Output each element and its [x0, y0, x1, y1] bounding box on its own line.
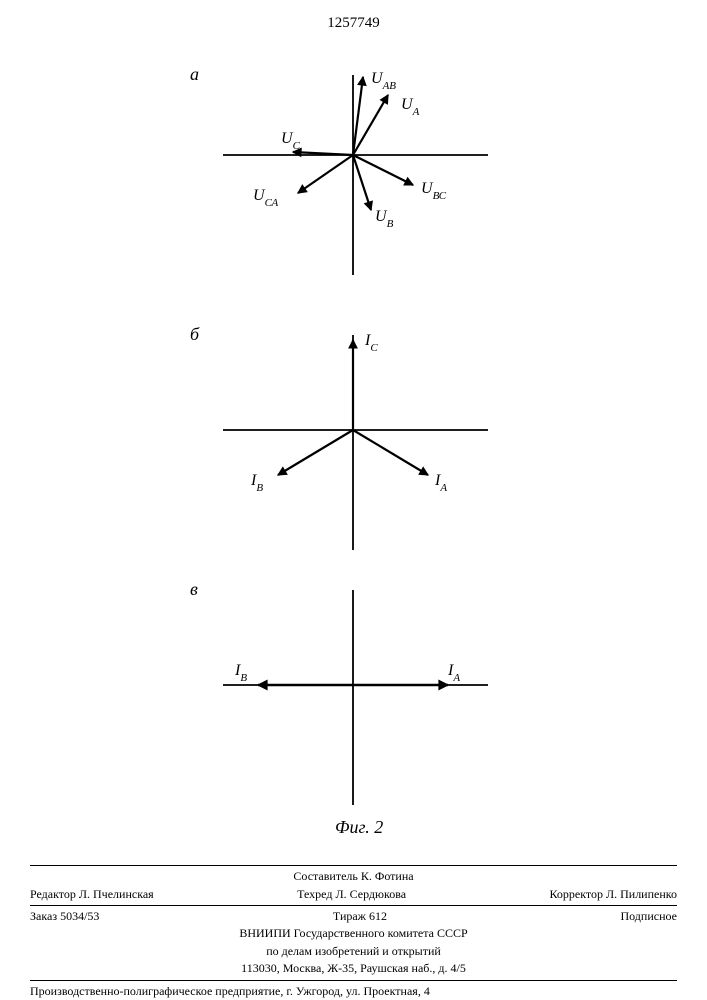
svg-text:IА: IА [434, 472, 447, 494]
svg-text:а: а [190, 64, 199, 84]
svg-text:IВ: IВ [234, 662, 247, 684]
svg-text:IА: IА [447, 662, 460, 684]
svg-text:UАВ: UАВ [371, 70, 396, 92]
circ-number: 612 [369, 909, 387, 923]
compiler-label: Составитель [293, 869, 357, 883]
techred-label: Техред [297, 887, 332, 901]
svg-text:UСА: UСА [253, 187, 278, 209]
publication-info: Составитель К. Фотина Редактор Л. Пчелин… [30, 863, 677, 1000]
svg-text:UВ: UВ [375, 208, 394, 230]
diagram-svg: UАВUА UВС UВ UСА UС а IС IА IВ б IА IВ в Фиг. 2 [0, 35, 707, 835]
org-line-1: ВНИИПИ Государственного комитета СССР [30, 925, 677, 942]
svg-text:UС: UС [281, 130, 301, 152]
subscription: Подписное [620, 908, 677, 925]
editor-name: Л. Пчелинская [79, 887, 154, 901]
svg-text:б: б [190, 324, 200, 344]
phasor-diagrams: UАВUА UВС UВ UСА UС а IС IА IВ б IА IВ в Фиг. 2 [0, 35, 707, 835]
svg-text:в: в [190, 579, 198, 599]
svg-text:IВ: IВ [250, 472, 263, 494]
corrector-name: Л. Пилипенко [606, 887, 677, 901]
address-2: Производственно-полиграфическое предприя… [30, 983, 677, 1000]
corrector-label: Корректор [549, 887, 603, 901]
editor-label: Редактор [30, 887, 76, 901]
circ-label: Тираж [333, 909, 366, 923]
techred-name: Л. Сердюкова [335, 887, 406, 901]
address-1: 113030, Москва, Ж-35, Раушская наб., д. … [30, 960, 677, 977]
order-label: Заказ [30, 909, 57, 923]
org-line-2: по делам изобретений и открытий [30, 943, 677, 960]
compiler-name: К. Фотина [361, 869, 414, 883]
svg-text:IС: IС [364, 332, 378, 354]
svg-text:UА: UА [401, 96, 420, 118]
svg-text:Фиг. 2: Фиг. 2 [335, 817, 383, 835]
page-number: 1257749 [327, 15, 380, 32]
order-number: 5034/53 [60, 909, 99, 923]
svg-text:UВС: UВС [421, 180, 447, 202]
